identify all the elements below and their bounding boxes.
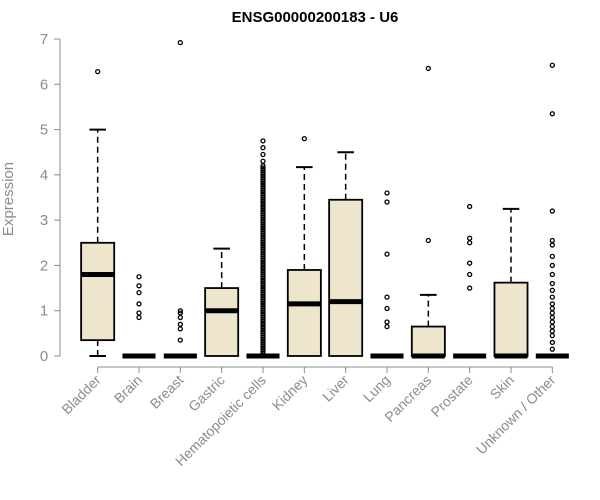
box-gastric: [204, 247, 240, 357]
outlier-point: [177, 321, 183, 327]
outlier-point: [467, 260, 473, 266]
box-hematopoietic-cells: [246, 138, 280, 359]
outlier-point: [260, 138, 266, 144]
outlier-point: [549, 262, 555, 269]
outlier-point: [384, 319, 390, 325]
outlier-point: [467, 235, 473, 241]
outlier-point: [260, 165, 266, 171]
box-lung: [370, 190, 404, 359]
outlier-point: [549, 301, 555, 307]
outlier-point: [177, 314, 183, 321]
outlier-point: [301, 135, 307, 142]
box-breast: [163, 39, 197, 359]
box-prostate: [453, 203, 487, 359]
outlier-point: [177, 310, 183, 316]
x-tick-label: Breast: [147, 372, 187, 412]
box-kidney: [286, 135, 322, 357]
y-tick-label: 7: [40, 31, 48, 48]
outlier-point: [549, 242, 555, 248]
outlier-point: [95, 68, 101, 75]
box-iqr: [493, 281, 529, 357]
y-tick-label: 4: [40, 167, 48, 184]
outlier-point: [549, 208, 555, 214]
y-tick-label: 1: [40, 303, 48, 320]
x-tick-label: Skin: [487, 372, 518, 403]
outlier-point: [549, 323, 555, 330]
outlier-point: [177, 337, 183, 343]
box-iqr: [80, 241, 116, 342]
box-pancreas: [410, 65, 446, 359]
outlier-point: [177, 326, 183, 332]
box-iqr: [410, 325, 446, 357]
outlier-point: [136, 274, 142, 280]
outlier-point: [136, 283, 142, 289]
outlier-point: [467, 240, 473, 246]
y-axis-label: Expression: [0, 162, 17, 236]
y-axis: 0 1 2 3 4 5 6 7: [40, 31, 61, 365]
y-tick-label: 6: [40, 76, 48, 93]
box-skin: [493, 207, 529, 359]
x-tick-label: Lung: [360, 372, 393, 405]
outlier-point: [549, 237, 555, 244]
box-brain: [122, 274, 156, 359]
outlier-point: [384, 251, 390, 257]
x-tick-label: Prostate: [428, 372, 476, 420]
outlier-point: [136, 289, 142, 296]
outlier-point: [425, 65, 431, 72]
outlier-point: [384, 323, 390, 330]
outlier-point: [549, 253, 555, 260]
y-tick-label: 3: [40, 212, 48, 229]
x-tick-label: Kidney: [269, 372, 311, 414]
outlier-point: [549, 294, 555, 300]
outlier-point: [425, 237, 431, 244]
outlier-point: [177, 39, 183, 46]
x-tick-label: Brain: [111, 372, 145, 406]
box-liver: [328, 151, 364, 357]
outlier-point: [260, 151, 266, 158]
outlier-point: [549, 339, 555, 346]
outlier-point: [260, 145, 266, 151]
outlier-point: [549, 346, 555, 352]
outlier-point: [467, 271, 473, 278]
y-tick-label: 5: [40, 122, 48, 139]
outlier-point: [384, 190, 390, 196]
box-iqr: [204, 287, 240, 357]
outlier-point: [384, 199, 390, 205]
x-tick-label: Liver: [319, 372, 352, 405]
outlier-point: [549, 328, 555, 334]
y-tick-label: 0: [40, 348, 48, 365]
outlier-point: [549, 332, 555, 339]
outlier-point: [549, 319, 555, 325]
box-unknown-other: [535, 62, 569, 359]
outlier-point: [260, 158, 266, 164]
outlier-point: [136, 310, 142, 316]
box-iqr: [286, 269, 322, 357]
outlier-point: [549, 305, 555, 312]
outlier-point: [136, 301, 142, 307]
outlier-point: [467, 285, 473, 291]
outlier-point: [549, 271, 555, 278]
outlier-point: [177, 308, 183, 314]
outlier-point: [549, 62, 555, 68]
outlier-point: [549, 314, 555, 321]
outlier-point: [467, 203, 473, 210]
box-bladder: [80, 68, 116, 357]
outlier-point: [136, 314, 142, 321]
outlier-point: [384, 305, 390, 312]
outlier-point: [384, 294, 390, 300]
x-tick-label: Bladder: [58, 372, 104, 418]
outlier-point: [549, 280, 555, 287]
y-tick-label: 2: [40, 257, 48, 274]
outlier-point: [549, 310, 555, 316]
boxes-group: [80, 39, 569, 359]
chart-title: ENSG00000200183 - U6: [232, 9, 399, 26]
outlier-point: [549, 111, 555, 117]
box-iqr: [328, 198, 364, 357]
outlier-point: [549, 287, 555, 293]
